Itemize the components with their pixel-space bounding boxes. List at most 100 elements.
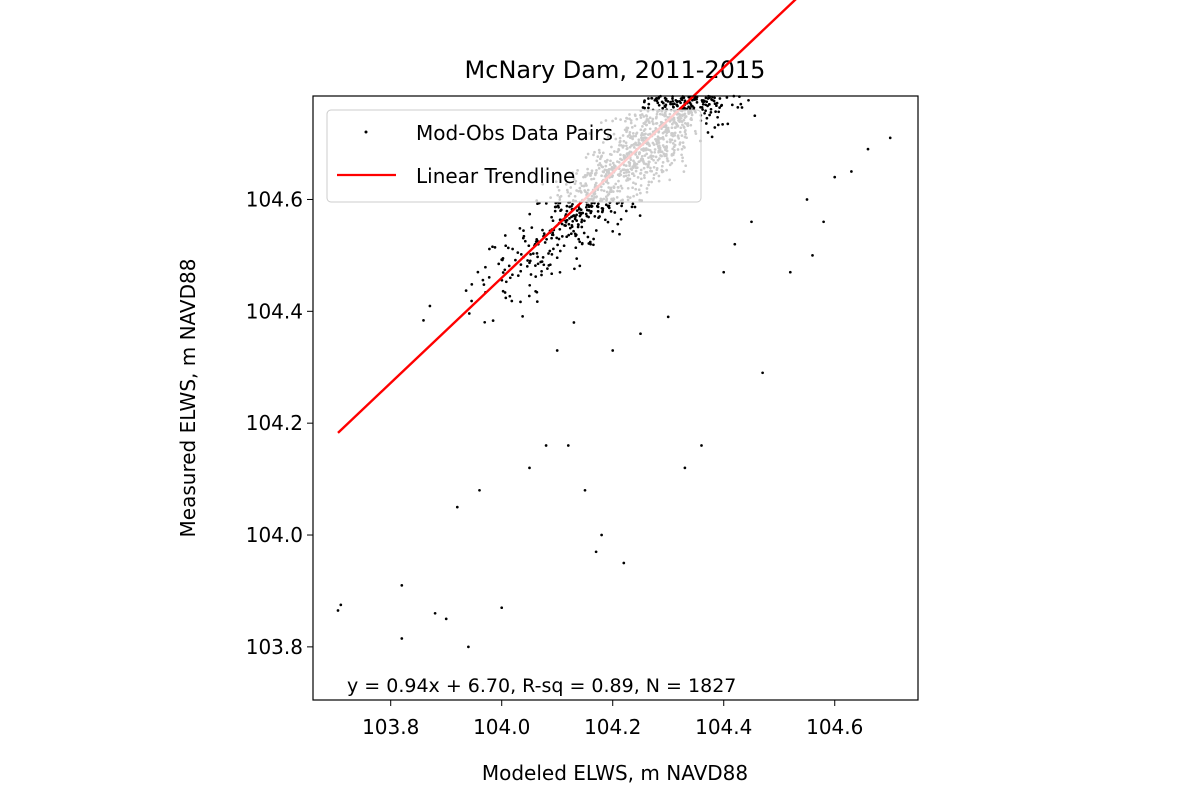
data-point [543, 241, 547, 244]
data-point [572, 321, 576, 324]
data-point [701, 102, 705, 106]
data-point [624, 209, 628, 213]
x-tick-label: 104.0 [473, 715, 530, 739]
data-point [641, 106, 645, 109]
data-point [638, 214, 642, 217]
data-point [609, 210, 613, 213]
data-point [497, 262, 501, 266]
data-point [558, 270, 562, 274]
data-point [428, 304, 432, 308]
data-point [577, 223, 580, 227]
data-point [400, 637, 404, 640]
data-point [805, 198, 809, 201]
data-point [522, 234, 526, 238]
data-point [709, 107, 713, 111]
data-point [551, 219, 555, 223]
data-point [519, 253, 523, 256]
data-point [701, 108, 704, 111]
data-point [582, 231, 586, 235]
data-point [571, 202, 574, 206]
data-point [596, 202, 600, 206]
data-point [528, 212, 532, 216]
data-point [542, 263, 546, 267]
data-point [504, 280, 508, 284]
data-point [713, 96, 716, 100]
data-point [511, 273, 514, 277]
data-point [620, 204, 623, 208]
data-point [536, 262, 540, 266]
data-point [715, 104, 718, 108]
data-point [695, 97, 698, 101]
data-point [525, 265, 529, 268]
data-point [511, 247, 514, 251]
data-point [519, 300, 522, 304]
data-point [596, 210, 600, 213]
data-point [578, 240, 582, 244]
data-point [653, 98, 657, 102]
data-point [550, 272, 554, 276]
data-point [722, 270, 726, 274]
data-point [708, 103, 711, 106]
data-point [503, 234, 507, 237]
data-point [484, 265, 487, 269]
data-point [536, 255, 539, 259]
data-point [336, 609, 340, 612]
data-point [510, 299, 514, 303]
data-point [633, 205, 637, 209]
data-point [688, 107, 692, 110]
data-point [433, 611, 437, 615]
data-point [550, 215, 553, 219]
data-point [692, 97, 696, 101]
data-point [560, 235, 564, 238]
data-point [518, 227, 522, 230]
data-point [593, 215, 597, 218]
legend-label-trendline: Linear Trendline [416, 164, 575, 188]
data-point [542, 232, 546, 235]
data-point [655, 99, 659, 103]
data-point [716, 123, 720, 127]
data-point [822, 220, 825, 224]
x-tick-label: 104.6 [806, 715, 863, 739]
data-point [730, 103, 734, 107]
data-point [619, 217, 623, 221]
data-point [600, 210, 604, 214]
data-point [567, 222, 571, 226]
data-point [508, 294, 512, 298]
data-point [528, 283, 532, 287]
data-point [611, 230, 615, 233]
data-point [588, 240, 592, 244]
data-point [707, 96, 711, 100]
data-point [585, 208, 589, 212]
data-point [531, 252, 535, 255]
y-tick-label: 103.8 [246, 635, 303, 659]
data-point [500, 606, 504, 610]
data-point [595, 204, 599, 208]
y-tick-label: 104.0 [246, 523, 303, 547]
data-point [666, 315, 670, 319]
data-point [569, 232, 573, 236]
data-point [706, 131, 710, 134]
data-point [557, 205, 560, 209]
data-point [661, 106, 665, 110]
data-point [753, 114, 757, 118]
data-point [544, 444, 548, 447]
data-point [716, 115, 719, 119]
data-point [660, 100, 664, 104]
data-point [529, 253, 532, 256]
data-point [539, 260, 543, 264]
data-point [725, 96, 729, 99]
data-point [676, 100, 679, 103]
data-point [558, 249, 562, 253]
data-point [597, 216, 600, 220]
data-point [555, 236, 559, 240]
data-point [576, 225, 580, 229]
data-point [700, 444, 703, 447]
data-point [568, 226, 572, 230]
x-tick-label: 104.2 [584, 715, 641, 739]
fit-equation-annotation: y = 0.94x + 6.70, R-sq = 0.89, N = 1827 [347, 675, 736, 697]
data-point [671, 99, 675, 103]
data-point [575, 209, 579, 212]
data-point [550, 253, 554, 256]
data-point [504, 244, 508, 248]
